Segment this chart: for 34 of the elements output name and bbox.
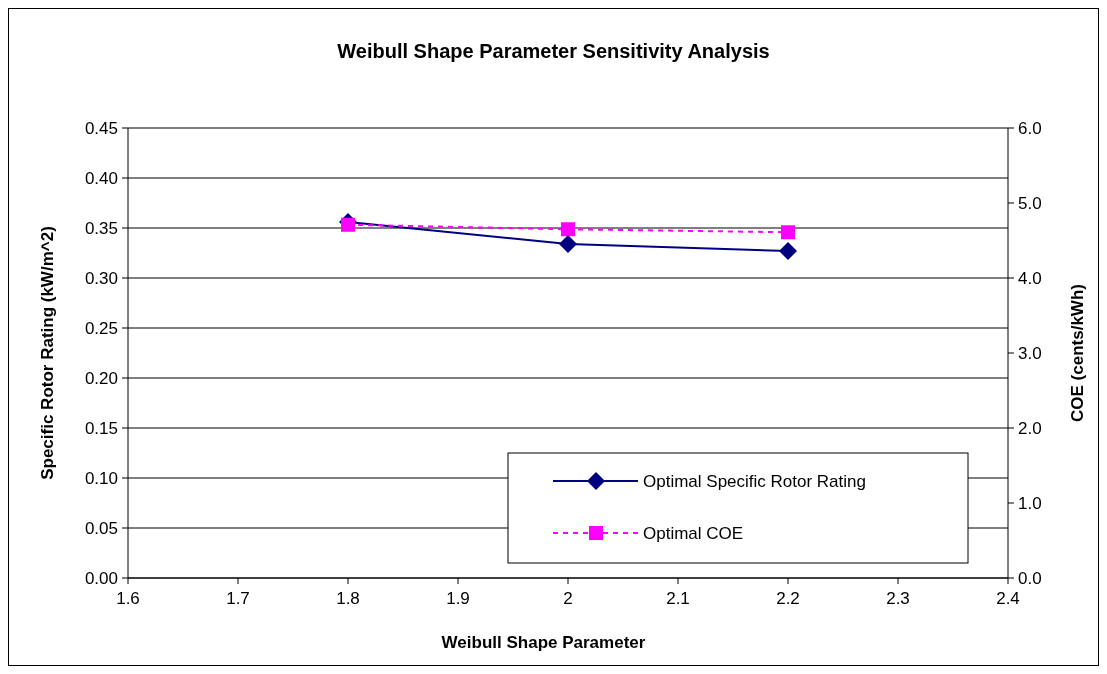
y-tick-label: 0.30 (84, 268, 118, 288)
y-tick-label: 0.25 (84, 318, 118, 338)
y-tick-label: 0.45 (84, 118, 118, 138)
y2-tick-label: 1.0 (1018, 493, 1042, 513)
x-tick-label: 1.6 (116, 589, 140, 608)
x-tick-label: 2.4 (996, 589, 1020, 608)
y-tick-label: 0.20 (84, 368, 118, 388)
y-axis-title: Specific Rotor Rating (kW/m^2) (38, 226, 57, 480)
x-tick-label: 2.3 (886, 589, 910, 608)
y2-tick-label: 5.0 (1018, 193, 1042, 213)
y-tick-label: 0.35 (84, 218, 118, 238)
y2-tick-label: 4.0 (1018, 268, 1042, 288)
y-tick-label: 0.40 (84, 168, 118, 188)
x-tick-label: 1.7 (226, 589, 250, 608)
y2-tick-label: 6.0 (1018, 118, 1042, 138)
y2-tick-label: 0.0 (1018, 568, 1042, 588)
x-axis-title: Weibull Shape Parameter (441, 633, 646, 652)
x-tick-label: 1.8 (336, 589, 360, 608)
y-tick-label: 0.00 (84, 568, 118, 588)
x-tick-label: 2 (563, 589, 573, 608)
y2-tick-label: 3.0 (1018, 343, 1042, 363)
legend-label: Optimal Specific Rotor Rating (643, 471, 866, 491)
y2-axis-title: COE (cents/kWh) (1068, 284, 1087, 422)
x-tick-label: 1.9 (446, 589, 470, 608)
point (559, 235, 577, 253)
y-tick-label: 0.05 (84, 518, 118, 538)
chart-title: Weibull Shape Parameter Sensitivity Analysis (337, 40, 770, 62)
legend-label: Optimal COE (643, 523, 744, 543)
x-tick-label: 2.2 (776, 589, 800, 608)
x-tick-label: 2.1 (666, 589, 690, 608)
point (779, 242, 797, 260)
y2-tick-label: 2.0 (1018, 418, 1042, 438)
y-tick-label: 0.15 (84, 418, 118, 438)
y-tick-label: 0.10 (84, 468, 118, 488)
